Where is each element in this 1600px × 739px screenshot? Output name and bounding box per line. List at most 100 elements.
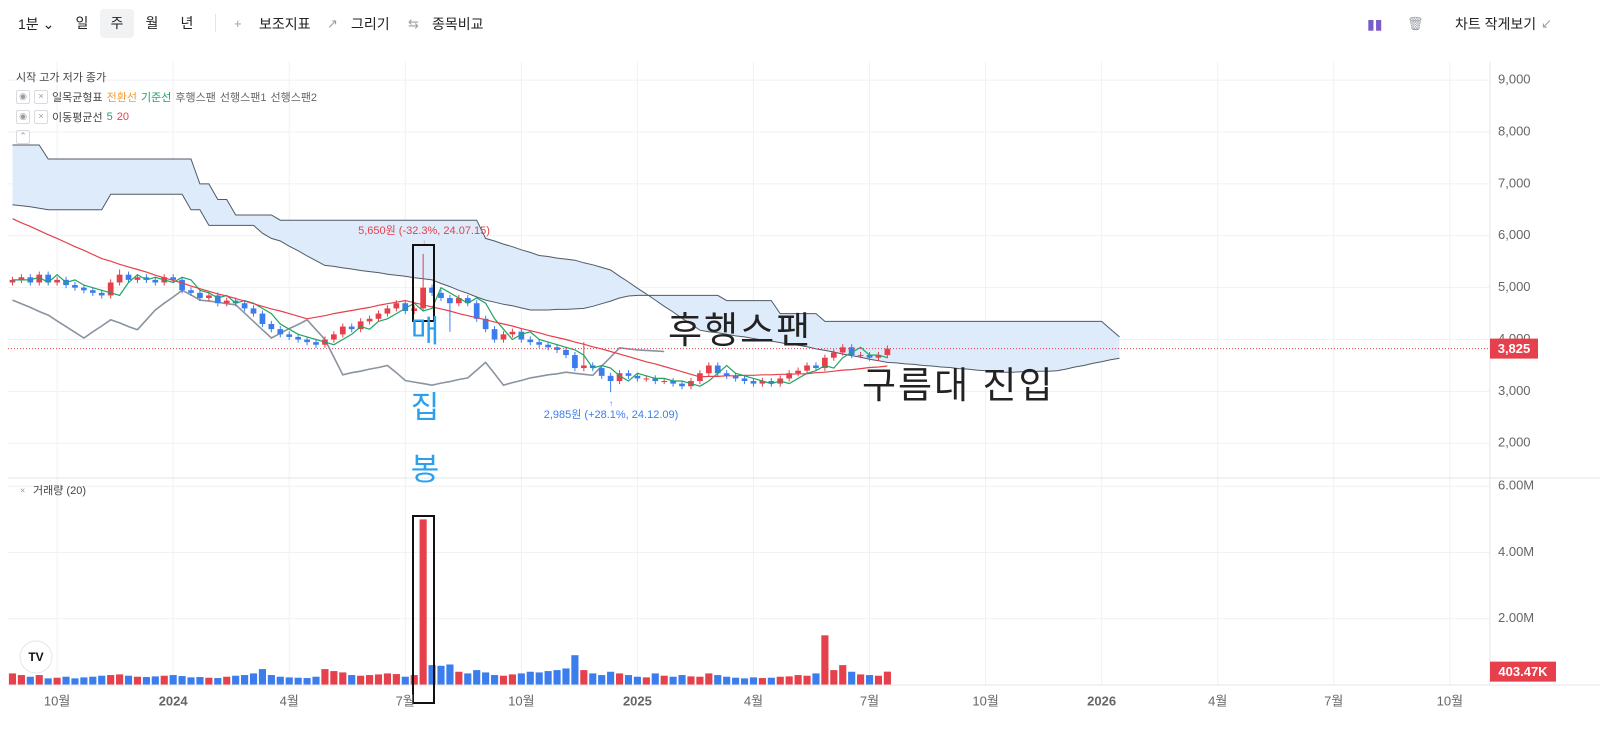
candle-body: [81, 287, 87, 291]
candle-body: [143, 277, 150, 280]
volume-bar: [428, 665, 436, 685]
volume-bar: [821, 635, 829, 685]
volume-bar: [44, 678, 52, 685]
y-tick-label: 4.00M: [1498, 544, 1534, 559]
candle-body: [625, 373, 632, 376]
volume-bar: [696, 676, 704, 685]
handwritten-note: 구름대 진입: [862, 365, 1054, 406]
period-tab[interactable]: 월: [145, 15, 159, 31]
last-price-box: [1490, 338, 1538, 359]
candle-body: [813, 365, 819, 369]
candle-body: [848, 347, 855, 356]
x-tick-label: 10월: [972, 693, 998, 708]
remove-button[interactable]: ×: [34, 110, 48, 124]
volume-bar: [562, 668, 570, 685]
visibility-toggle[interactable]: ◉: [16, 110, 30, 124]
trash-icon[interactable]: 🗑: [1407, 16, 1424, 31]
x-tick-label: 10월: [44, 693, 70, 708]
candle-body: [839, 347, 846, 353]
period-tab[interactable]: 주: [100, 9, 134, 38]
volume-bar: [214, 678, 222, 685]
close-icon[interactable]: ×: [20, 485, 25, 495]
volume-bar: [35, 675, 43, 685]
candle-body: [429, 287, 435, 293]
price-axis-bg: [1490, 46, 1600, 739]
volume-bar: [464, 673, 472, 685]
candle-body: [536, 342, 543, 345]
draw-button[interactable]: 그리기: [351, 16, 390, 32]
volume-bar: [642, 677, 650, 685]
x-tick-label: 7월: [1324, 693, 1343, 708]
candle-body: [750, 381, 757, 384]
interval-select[interactable]: 1분 ⌄: [18, 12, 54, 36]
candle-body: [98, 292, 105, 296]
candle-body: [384, 308, 391, 314]
volume-bar: [499, 675, 508, 685]
volume-bar: [205, 677, 213, 685]
compare-button[interactable]: 종목비교: [432, 16, 484, 32]
volume-legend: 거래량 (20): [33, 484, 86, 497]
volume-bar: [732, 677, 740, 685]
leading-span-2: [12, 193, 1120, 338]
volume-bar: [312, 676, 320, 685]
volume-bar: [473, 670, 481, 685]
visibility-toggle[interactable]: ◉: [16, 90, 30, 104]
volume-bar: [80, 677, 88, 685]
volume-bar: [740, 678, 749, 685]
pen-icon: ↗: [327, 16, 338, 31]
legend-item: 기준선: [140, 92, 172, 104]
collapse-button[interactable]: ⌃: [16, 130, 30, 144]
cloud: [12, 145, 1120, 373]
volume-bar: [160, 675, 168, 685]
chart-type-icon[interactable]: ▮▮: [1367, 16, 1383, 32]
volume-bar: [508, 674, 516, 685]
compact-button[interactable]: 차트 작게보기: [1455, 16, 1537, 32]
candle-body: [170, 277, 177, 280]
volume-bar: [151, 676, 159, 685]
volume-bar: [71, 678, 79, 685]
candle-body: [366, 318, 373, 322]
volume-bar: [116, 674, 124, 685]
candle-body: [206, 295, 212, 299]
candle-body: [857, 355, 864, 357]
candle-body: [563, 349, 569, 356]
candle-body: [393, 303, 400, 309]
x-tick-label: 7월: [860, 693, 879, 708]
volume-bar: [124, 675, 133, 685]
volume-bar: [419, 519, 427, 685]
moving-average-20: [12, 218, 888, 378]
lagging-span: [12, 289, 665, 387]
x-tick-label: 4월: [280, 693, 299, 708]
remove-button[interactable]: ×: [34, 90, 48, 104]
candle-body: [670, 381, 676, 384]
volume-bar: [758, 678, 766, 685]
candle-body: [232, 300, 239, 304]
indicator-button[interactable]: 보조지표: [259, 16, 311, 32]
x-tick-label: 10월: [1437, 693, 1463, 708]
volume-bar: [517, 673, 525, 685]
candle-body: [607, 375, 614, 382]
compare-icon: ⇆: [408, 16, 419, 31]
volume-bar: [615, 673, 624, 685]
highlight-box: [412, 515, 435, 704]
candle-body: [518, 331, 525, 340]
volume-bar: [258, 669, 267, 685]
period-tab[interactable]: 일: [75, 15, 89, 31]
volume-bar: [580, 670, 588, 685]
candle-body: [580, 365, 587, 369]
candle-body: [598, 368, 605, 376]
volume-bar: [857, 674, 865, 685]
candle-body: [795, 370, 801, 374]
volume-bar: [598, 675, 606, 685]
candle-body: [295, 336, 302, 340]
period-tab[interactable]: 년: [180, 15, 194, 31]
volume-bar: [267, 675, 275, 685]
candle-body: [36, 274, 43, 283]
volume-bar: [794, 675, 802, 685]
volume-bar: [17, 675, 25, 685]
candle-body: [420, 287, 426, 309]
candle-body: [786, 373, 793, 379]
volume-bar: [624, 675, 633, 685]
candle-body: [125, 274, 132, 280]
